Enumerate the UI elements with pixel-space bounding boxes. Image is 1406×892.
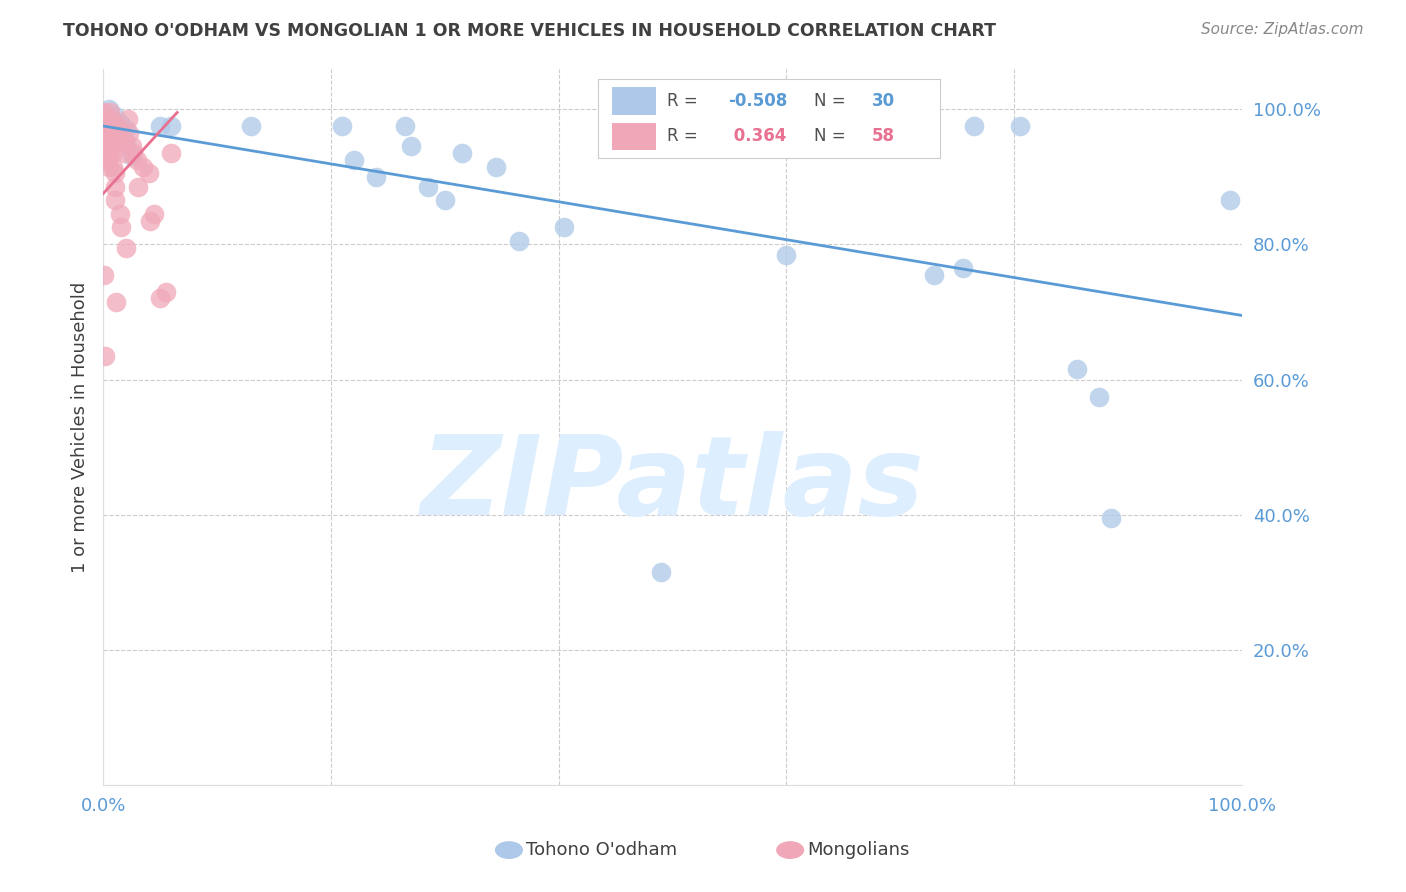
Point xyxy=(1219,194,1241,208)
Point xyxy=(149,292,172,306)
Point xyxy=(963,119,986,133)
Point xyxy=(101,139,124,153)
Point xyxy=(118,126,141,140)
Point xyxy=(132,160,155,174)
Point xyxy=(650,566,672,580)
Point xyxy=(121,146,143,161)
Point xyxy=(103,194,125,208)
Point xyxy=(107,126,129,140)
Point xyxy=(103,166,125,180)
Text: TOHONO O'ODHAM VS MONGOLIAN 1 OR MORE VEHICLES IN HOUSEHOLD CORRELATION CHART: TOHONO O'ODHAM VS MONGOLIAN 1 OR MORE VE… xyxy=(63,22,997,40)
Point xyxy=(94,126,117,140)
Point xyxy=(138,166,160,180)
Point xyxy=(416,180,439,194)
Point xyxy=(97,160,120,174)
Point xyxy=(115,122,138,136)
Point xyxy=(91,105,114,120)
Point xyxy=(775,247,797,261)
Point xyxy=(366,169,388,184)
Point xyxy=(433,194,456,208)
Point xyxy=(91,112,114,127)
Point xyxy=(108,207,131,221)
Point xyxy=(1008,119,1031,133)
Point xyxy=(240,119,263,133)
Point xyxy=(112,132,135,146)
Point xyxy=(160,119,183,133)
Point xyxy=(342,153,364,167)
Point xyxy=(922,268,945,282)
Point xyxy=(143,207,166,221)
Point xyxy=(98,105,121,120)
Point xyxy=(1066,362,1088,376)
Point xyxy=(394,119,416,133)
Point xyxy=(110,220,132,235)
Point xyxy=(94,119,117,133)
Point xyxy=(1099,511,1122,525)
Point xyxy=(96,132,118,146)
Point xyxy=(105,119,128,133)
Point xyxy=(115,136,138,150)
Y-axis label: 1 or more Vehicles in Household: 1 or more Vehicles in Household xyxy=(72,281,89,573)
Text: Tohono O'odham: Tohono O'odham xyxy=(526,841,676,859)
Point xyxy=(103,146,125,161)
Point xyxy=(94,349,117,363)
Point xyxy=(121,139,143,153)
Point xyxy=(115,241,138,255)
Text: Source: ZipAtlas.com: Source: ZipAtlas.com xyxy=(1201,22,1364,37)
Point xyxy=(155,285,177,299)
Point xyxy=(149,119,172,133)
Point xyxy=(399,139,422,153)
Point xyxy=(121,149,143,163)
Point xyxy=(553,220,575,235)
Point xyxy=(127,153,149,167)
Point xyxy=(952,260,974,275)
Point xyxy=(103,160,125,174)
Point xyxy=(93,268,115,282)
Point xyxy=(108,115,131,129)
Point xyxy=(127,180,149,194)
Point xyxy=(330,119,353,133)
Point xyxy=(97,146,120,161)
Point xyxy=(97,102,120,116)
Text: Mongolians: Mongolians xyxy=(807,841,910,859)
Point xyxy=(139,213,162,227)
Point xyxy=(117,112,139,127)
Point xyxy=(97,153,120,167)
Point xyxy=(103,109,125,123)
Point xyxy=(104,294,127,309)
Point xyxy=(100,112,122,127)
Point xyxy=(96,139,118,153)
Point xyxy=(114,146,136,161)
Point xyxy=(508,234,530,248)
Point xyxy=(108,132,131,146)
Text: ZIPatlas: ZIPatlas xyxy=(420,431,924,538)
Point xyxy=(100,119,122,133)
Point xyxy=(485,160,508,174)
Point xyxy=(1088,390,1111,404)
Point xyxy=(160,146,183,161)
Point xyxy=(101,126,124,140)
Point xyxy=(450,146,472,161)
Point xyxy=(103,180,125,194)
